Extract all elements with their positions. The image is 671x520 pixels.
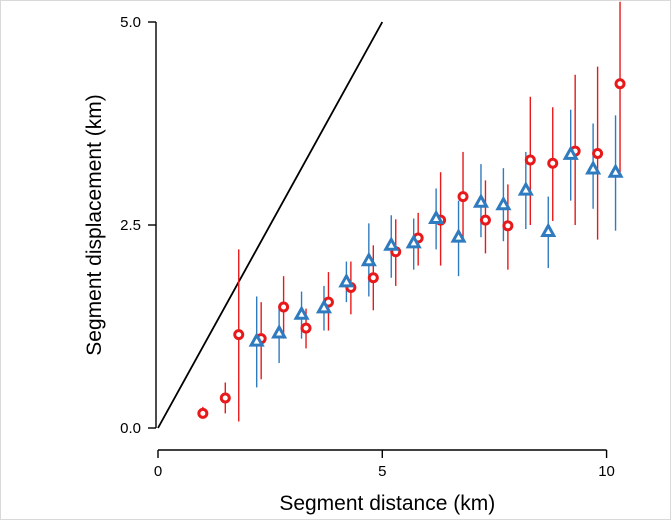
data-point-circle — [502, 220, 514, 232]
data-point-circle — [300, 322, 312, 334]
data-point-triangle — [248, 332, 265, 347]
data-point-circle — [524, 154, 536, 166]
data-point-circle — [219, 392, 231, 404]
data-point-triangle — [315, 298, 333, 314]
data-point-triangle — [428, 209, 445, 224]
markers — [197, 78, 626, 419]
data-point-circle — [367, 272, 379, 284]
data-point-triangle — [383, 236, 400, 251]
x-ticks: 0 5 10 — [154, 450, 615, 480]
data-point-triangle — [405, 233, 422, 249]
y-ticks: 0.0 2.5 5.0 — [120, 14, 156, 437]
reference-line-group — [157, 21, 384, 429]
y-tick-label: 5.0 — [120, 14, 141, 31]
data-point-circle — [278, 301, 290, 313]
x-tick-label: 0 — [154, 463, 162, 480]
error-bars — [202, 1, 621, 422]
y-tick-label: 2.5 — [120, 217, 141, 234]
x-tick-label: 10 — [598, 463, 615, 480]
y-axis-title: Segment displacement (km) — [83, 94, 106, 355]
data-point-circle — [457, 191, 469, 203]
data-point-triangle — [360, 251, 377, 267]
axes — [155, 22, 607, 451]
data-point-triangle — [517, 181, 534, 196]
data-point-circle — [547, 157, 559, 169]
data-point-triangle — [271, 324, 288, 339]
data-point-triangle — [607, 163, 624, 178]
data-point-triangle — [540, 222, 557, 237]
data-point-triangle — [472, 193, 490, 208]
data-point-circle — [197, 407, 209, 419]
data-point-triangle — [562, 145, 579, 160]
x-tick-label: 5 — [378, 463, 386, 480]
y-tick-label: 0.0 — [120, 420, 141, 437]
data-point-circle — [614, 78, 626, 90]
x-axis-title: Segment distance (km) — [279, 492, 495, 515]
data-point-triangle — [293, 305, 310, 320]
data-point-triangle — [338, 272, 355, 288]
data-point-circle — [479, 214, 491, 226]
data-point-triangle — [450, 228, 467, 243]
reference-line — [157, 21, 384, 429]
data-point-circle — [592, 148, 604, 160]
data-point-triangle — [585, 159, 602, 175]
data-point-circle — [233, 329, 245, 341]
data-point-triangle — [495, 195, 512, 211]
